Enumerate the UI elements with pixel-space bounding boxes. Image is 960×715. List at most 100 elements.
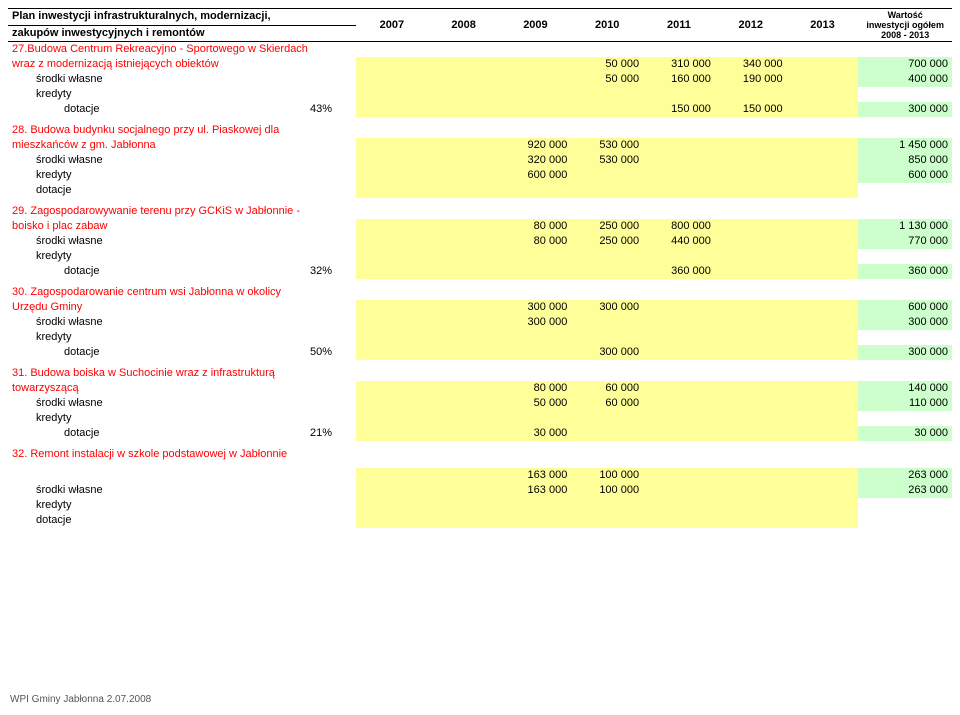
item-2-kredyty-label: kredyty xyxy=(8,249,356,264)
item-3-kredyty-y4 xyxy=(643,330,715,345)
item-5-srodki-y3: 100 000 xyxy=(571,483,643,498)
plan-title-line1: Plan inwestycji infrastrukturalnych, mod… xyxy=(8,9,356,26)
item-5-dotacje-y4 xyxy=(643,513,715,528)
item-0-blank-7 xyxy=(858,42,952,57)
item-5-dotacje-y1 xyxy=(428,513,500,528)
item-3-srodki-y5 xyxy=(715,315,787,330)
item-3-dotacje-y4 xyxy=(643,345,715,360)
item-2-main-y1 xyxy=(428,219,500,234)
item-1-main-y6 xyxy=(787,138,859,153)
item-3-dotacje-y0 xyxy=(356,345,428,360)
item-2-blank-2 xyxy=(500,204,572,219)
item-1-kredyty-y1 xyxy=(428,168,500,183)
item-5-main-total: 263 000 xyxy=(858,468,952,483)
item-4-kredyty-label: kredyty xyxy=(8,411,356,426)
item-0-kredyty-label: kredyty xyxy=(8,87,356,102)
item-1-main-y3: 530 000 xyxy=(571,138,643,153)
item-1-srodki-y1 xyxy=(428,153,500,168)
item-4-title-l2: towarzyszącą xyxy=(8,381,356,396)
item-1-dotacje-y5 xyxy=(715,183,787,198)
item-3-title-l1: 30. Zagospodarowanie centrum wsi Jabłonn… xyxy=(8,285,356,300)
item-3-title-l2: Urzędu Gminy xyxy=(8,300,356,315)
item-0-srodki-y5: 190 000 xyxy=(715,72,787,87)
item-2-kredyty-y0 xyxy=(356,249,428,264)
item-5-blank-3 xyxy=(571,447,643,462)
item-0-kredyty-y6 xyxy=(787,87,859,102)
year-col-2012: 2012 xyxy=(715,9,787,42)
item-5-blank-1 xyxy=(428,447,500,462)
item-0-srodki-y2 xyxy=(500,72,572,87)
item-4-dotacje-y0 xyxy=(356,426,428,441)
item-4-dotacje-y4 xyxy=(643,426,715,441)
item-2-title-l2: boisko i plac zabaw xyxy=(8,219,356,234)
item-4-dotacje-total: 30 000 xyxy=(858,426,952,441)
item-3-main-y0 xyxy=(356,300,428,315)
item-0-blank-5 xyxy=(715,42,787,57)
item-2-srodki-y4: 440 000 xyxy=(643,234,715,249)
item-5-srodki-y0 xyxy=(356,483,428,498)
item-4-dotacje-y6 xyxy=(787,426,859,441)
item-2-blank-3 xyxy=(571,204,643,219)
item-4-main-y1 xyxy=(428,381,500,396)
item-3-kredyty-y3 xyxy=(571,330,643,345)
item-4-blank-0 xyxy=(356,366,428,381)
item-1-blank-0 xyxy=(356,123,428,138)
item-4-blank-1 xyxy=(428,366,500,381)
item-5-main-label xyxy=(8,468,356,483)
item-0-dotacje-y3 xyxy=(571,102,643,117)
item-1-dotacje-total xyxy=(858,183,952,198)
item-1-blank-7 xyxy=(858,123,952,138)
item-3-dotacje-label: dotacje50% xyxy=(8,345,356,360)
item-5-srodki-y2: 163 000 xyxy=(500,483,572,498)
item-1-kredyty-y2: 600 000 xyxy=(500,168,572,183)
item-4-blank-6 xyxy=(787,366,859,381)
item-2-blank-0 xyxy=(356,204,428,219)
item-1-srodki-y2: 320 000 xyxy=(500,153,572,168)
item-5-main-y4 xyxy=(643,468,715,483)
item-1-dotacje-y1 xyxy=(428,183,500,198)
item-5-main-y3: 100 000 xyxy=(571,468,643,483)
item-2-kredyty-y6 xyxy=(787,249,859,264)
item-3-main-y3: 300 000 xyxy=(571,300,643,315)
item-3-srodki-y2: 300 000 xyxy=(500,315,572,330)
item-5-blank-6 xyxy=(787,447,859,462)
item-0-srodki-y3: 50 000 xyxy=(571,72,643,87)
item-3-srodki-y3 xyxy=(571,315,643,330)
item-3-dotacje-y6 xyxy=(787,345,859,360)
item-0-dotacje-y5: 150 000 xyxy=(715,102,787,117)
item-5-dotacje-y5 xyxy=(715,513,787,528)
total-l2: inwestycji ogółem xyxy=(862,20,948,30)
item-0-dotacje-label: dotacje43% xyxy=(8,102,356,117)
item-3-dotacje-y2 xyxy=(500,345,572,360)
item-0-main-y0 xyxy=(356,57,428,72)
item-4-main-y6 xyxy=(787,381,859,396)
item-1-srodki-total: 850 000 xyxy=(858,153,952,168)
item-3-blank-7 xyxy=(858,285,952,300)
item-5-main-y6 xyxy=(787,468,859,483)
item-4-dotacje-y1 xyxy=(428,426,500,441)
item-4-blank-5 xyxy=(715,366,787,381)
item-0-kredyty-total xyxy=(858,87,952,102)
item-4-kredyty-y0 xyxy=(356,411,428,426)
item-1-srodki-y3: 530 000 xyxy=(571,153,643,168)
item-5-blank-0 xyxy=(356,447,428,462)
item-1-main-y0 xyxy=(356,138,428,153)
plan-title-line2: zakupów inwestycyjnych i remontów xyxy=(8,25,356,42)
item-4-dotacje-y5 xyxy=(715,426,787,441)
item-2-main-y0 xyxy=(356,219,428,234)
item-2-dotacje-y4: 360 000 xyxy=(643,264,715,279)
item-5-blank-5 xyxy=(715,447,787,462)
item-2-main-total: 1 130 000 xyxy=(858,219,952,234)
item-4-kredyty-y4 xyxy=(643,411,715,426)
item-2-dotacje-total: 360 000 xyxy=(858,264,952,279)
item-3-main-y2: 300 000 xyxy=(500,300,572,315)
item-4-kredyty-y1 xyxy=(428,411,500,426)
item-5-dotacje-label: dotacje xyxy=(8,513,356,528)
item-4-main-y4 xyxy=(643,381,715,396)
item-3-main-y4 xyxy=(643,300,715,315)
item-0-dotacje-y6 xyxy=(787,102,859,117)
item-0-title-l2: wraz z modernizacją istniejących obiektó… xyxy=(8,57,356,72)
item-2-dotacje-y3 xyxy=(571,264,643,279)
item-3-srodki-label: środki własne xyxy=(8,315,356,330)
item-4-srodki-total: 110 000 xyxy=(858,396,952,411)
